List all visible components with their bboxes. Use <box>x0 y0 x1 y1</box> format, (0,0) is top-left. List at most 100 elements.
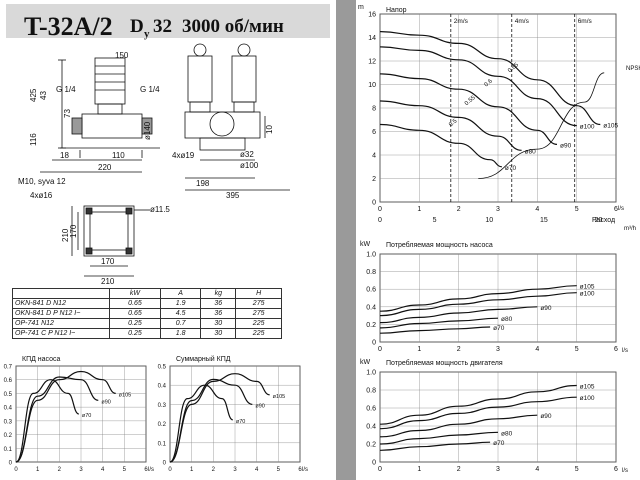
y-tick-label: 0.4 <box>366 304 376 311</box>
dim-43: 43 <box>39 91 48 100</box>
motor-body <box>94 57 126 105</box>
series-label: ø90 <box>540 413 552 420</box>
dim-170-h: 170 <box>101 257 115 266</box>
label-4xd16: 4xø16 <box>30 191 53 200</box>
table-header-row: kW A kg H <box>12 288 282 299</box>
x-tick-label: 3 <box>233 467 237 473</box>
y-tick-label: 0.1 <box>4 447 13 453</box>
y-tick-label: 6 <box>372 129 376 136</box>
series-label: ø100 <box>580 124 595 131</box>
dim-395: 395 <box>226 191 240 200</box>
dim-18: 18 <box>60 151 69 160</box>
y-tick-label: 0 <box>9 461 13 467</box>
x-tick-label: 0 <box>168 467 172 473</box>
speed-label: 3000 об/мин <box>182 16 284 37</box>
series-line <box>379 100 522 151</box>
y-tick-label: 8 <box>372 106 376 113</box>
x-tick-label: 6 <box>614 346 618 353</box>
y-axis-unit: m <box>358 4 364 11</box>
label-d11-5: ø11.5 <box>150 205 170 214</box>
x-tick-label: 5 <box>123 467 127 473</box>
x-tick-label: 3 <box>496 466 500 473</box>
x-tick-label: 3 <box>496 346 500 353</box>
y-tick-label: 0.6 <box>4 378 13 384</box>
series-label: ø70 <box>82 413 91 419</box>
efficiency-label: 0.5 <box>448 118 459 128</box>
x-tick-label: 6 <box>298 467 302 473</box>
dim-210-h: 210 <box>101 277 115 286</box>
x2-tick-label: 10 <box>485 217 493 224</box>
col-h: H <box>235 288 282 299</box>
x-tick-label: 1 <box>417 206 421 213</box>
y-tick-label: 0 <box>372 200 376 207</box>
y-axis-unit: kW <box>360 241 371 248</box>
table-row: OP-741 C P N12 I~ 0.25 1.8 30 225 <box>12 328 282 339</box>
title-bar: T-32A/2 D y 32 3000 об/мин <box>6 4 330 41</box>
series-line <box>379 31 601 126</box>
series-line <box>379 431 499 445</box>
velocity-label: 2m/s <box>454 18 469 25</box>
efficiency-label: 0.55 <box>464 95 477 108</box>
motor-power-chart: 0 0.2 0.4 0.6 0.8 1.0 0 1 2 3 4 5 6 ø105 ø100 ø90 ø80 ø70… <box>360 359 628 474</box>
series-label: ø80 <box>501 316 513 323</box>
x-tick-label: 0 <box>14 467 18 473</box>
series-label: ø105 <box>119 392 132 398</box>
dim-10: 10 <box>265 125 274 134</box>
series-label: ø90 <box>540 305 552 312</box>
x2-axis-unit: m³/h <box>624 226 636 232</box>
col-kg: kg <box>200 288 237 299</box>
series-label: ø70 <box>505 165 517 172</box>
x-tick-label: 1 <box>36 467 40 473</box>
x-axis-unit: l/s <box>618 206 624 212</box>
total-efficiency-chart: 0 0.1 0.2 0.3 0.4 0.5 0 1 2 3 4 5 6 ø105 ø90 ø70 Суммарн… <box>158 355 308 473</box>
dn-subscript: y <box>144 28 150 40</box>
x-tick-label: 5 <box>575 346 579 353</box>
x-tick-label: 0 <box>378 206 382 213</box>
y-tick-label: 16 <box>368 12 376 19</box>
x-axis-unit: l/s <box>148 467 154 473</box>
dim-210-v: 210 <box>61 228 70 242</box>
dim-d100: ø100 <box>240 161 259 170</box>
y-tick-label: 1.0 <box>366 252 376 259</box>
left-page: T-32A/2 D y 32 3000 об/мин <box>3 4 330 473</box>
x-tick-label: 2 <box>58 467 62 473</box>
y-tick-label: 0.2 <box>158 422 167 428</box>
right-page: 0 2 4 6 8 10 12 14 16 0 1 2 3 4 5 6 ø105 ø100 ø90 ø80 ø70 m На… <box>356 0 640 480</box>
x-tick-label: 4 <box>535 466 539 473</box>
velocity-label: 6m/s <box>578 18 593 25</box>
y-tick-label: 0.4 <box>4 406 13 412</box>
x-tick-label: 4 <box>255 467 259 473</box>
dim-4xd19: 4xø19 <box>172 151 195 160</box>
y-tick-label: 0.8 <box>366 269 376 276</box>
y-tick-label: 0.6 <box>366 406 376 413</box>
x-tick-label: 3 <box>496 206 500 213</box>
dim-g14-left: G 1/4 <box>56 85 76 94</box>
series-line <box>379 292 577 317</box>
chart-title: Потребляемая мощность насоса <box>386 241 493 249</box>
series-label: ø105 <box>603 122 618 129</box>
x-tick-label: 1 <box>190 467 194 473</box>
series-label: ø90 <box>101 399 110 405</box>
series-line <box>15 370 116 463</box>
x-tick-label: 2 <box>212 467 216 473</box>
series-label: ø80 <box>501 430 513 437</box>
series-line <box>379 326 491 334</box>
dim-220: 220 <box>98 163 112 172</box>
table-row: OKN-841 D P N12 I~ 0.65 4.5 36 275 <box>12 308 282 319</box>
y-tick-label: 4 <box>372 153 376 160</box>
y-tick-label: 0.5 <box>4 392 13 398</box>
y-tick-label: 0.4 <box>158 384 167 390</box>
y-tick-label: 2 <box>372 176 376 183</box>
technical-drawing: 150 425 43 73 116 G 1/4 G 1/4 ø140 18 11… <box>18 43 290 286</box>
twin-housing <box>184 111 261 139</box>
series-label: ø90 <box>255 403 264 409</box>
x-tick-label: 4 <box>101 467 105 473</box>
dim-198: 198 <box>196 179 210 188</box>
series-line <box>379 384 577 425</box>
series-label: ø105 <box>580 384 595 391</box>
velocity-label: 4m/s <box>515 18 530 25</box>
dim-425: 425 <box>29 88 38 102</box>
series-line <box>15 376 99 463</box>
